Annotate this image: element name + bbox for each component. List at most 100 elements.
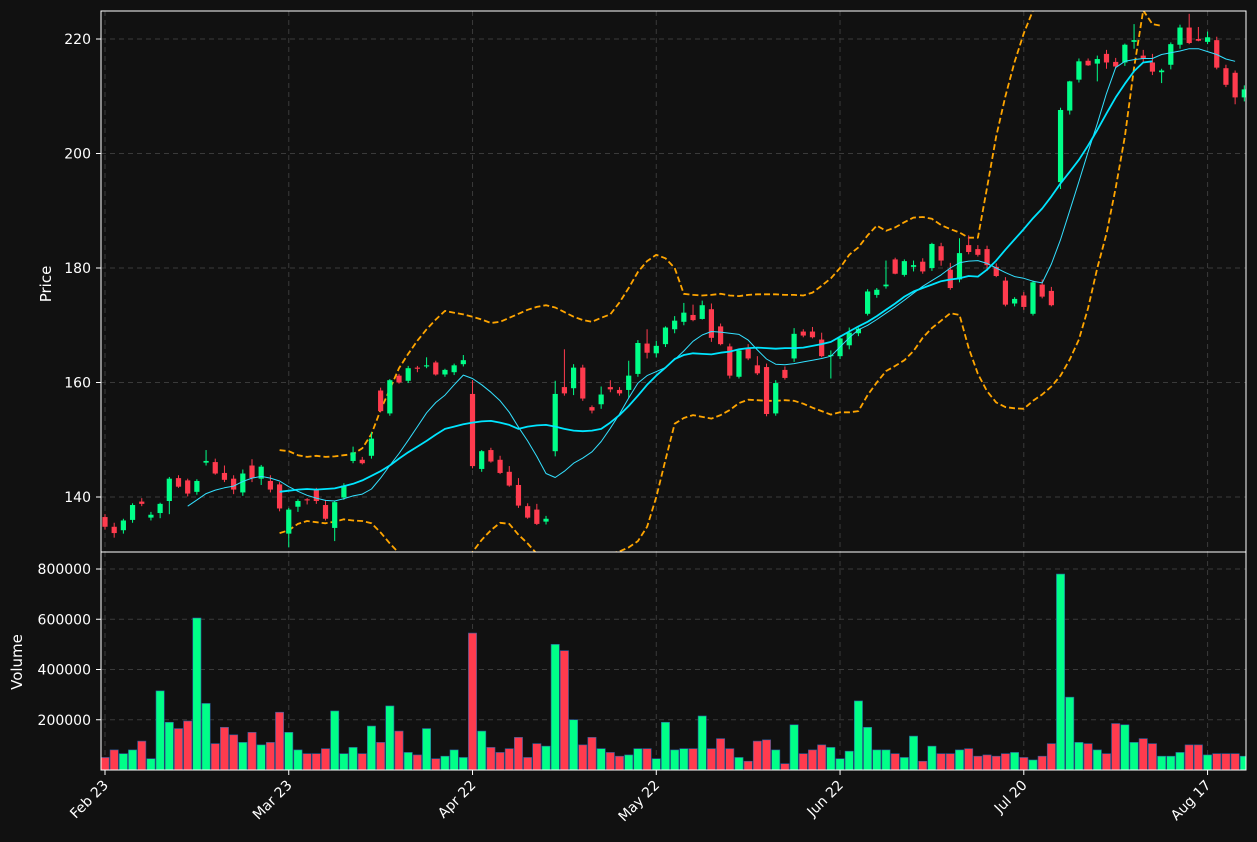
volume-bar	[945, 753, 955, 770]
volume-bar	[706, 748, 716, 770]
candle-body	[1057, 109, 1064, 183]
volume-bar	[596, 748, 606, 770]
volume-bar	[238, 742, 248, 770]
volume-bar	[578, 744, 588, 770]
volume-bar	[422, 728, 432, 770]
volume-bar	[725, 748, 735, 770]
volume-bar	[661, 721, 670, 770]
candle-body	[111, 526, 117, 534]
volume-bar	[174, 728, 183, 770]
volume-bar	[808, 749, 817, 770]
volume-frame	[100, 551, 1247, 771]
volume-tick-label: 200000	[38, 713, 91, 729]
volume-bar	[909, 735, 918, 770]
candle-body	[543, 518, 549, 522]
candle-body	[662, 327, 669, 345]
candle-body	[396, 375, 402, 383]
candle-body	[1131, 40, 1137, 42]
volume-bar	[780, 763, 790, 770]
candle-body	[194, 480, 200, 492]
candle-body	[1122, 44, 1128, 63]
volume-bar	[532, 743, 542, 770]
candle-body	[203, 460, 209, 463]
volume-bar	[523, 757, 533, 770]
candle-body	[1159, 70, 1165, 73]
candle-body	[139, 501, 145, 504]
candle-body	[433, 362, 439, 375]
volume-bar	[385, 705, 395, 770]
candle-body	[699, 305, 705, 319]
volume-bar	[624, 754, 634, 770]
volume-bar	[844, 750, 854, 770]
sma-slow-line	[279, 60, 1153, 493]
volume-bar	[936, 753, 946, 770]
volume-bar	[863, 726, 873, 770]
candle-body	[1085, 60, 1091, 66]
volume-bar	[734, 757, 744, 770]
candle-body	[956, 253, 963, 280]
volume-bar	[394, 730, 404, 770]
volume-bar	[1166, 755, 1176, 770]
volume-bar	[210, 743, 220, 770]
volume-bar	[817, 744, 827, 770]
candle-body	[920, 261, 926, 272]
volume-bar	[550, 644, 560, 770]
candle-body	[1030, 282, 1036, 314]
candle-body	[304, 499, 310, 501]
candle-body	[1241, 89, 1246, 98]
candle-body	[322, 505, 329, 519]
volume-bar	[229, 734, 239, 770]
candle-body	[745, 348, 751, 359]
volume-bar	[1138, 738, 1148, 770]
price-tick-label: 200	[64, 147, 91, 163]
volume-bar	[137, 740, 147, 770]
volume-tick-label: 600000	[38, 612, 91, 628]
volume-bar	[431, 758, 441, 770]
candle-body	[414, 367, 420, 369]
volume-bar	[1230, 753, 1240, 770]
price-tick-label: 220	[64, 32, 91, 48]
candle-body	[865, 291, 871, 314]
volume-bar	[1046, 743, 1056, 770]
candle-body	[874, 289, 880, 295]
volume-bar	[1184, 744, 1194, 770]
candle-body	[1076, 61, 1082, 80]
panel-frames	[100, 10, 1247, 771]
candle-body	[1039, 284, 1045, 297]
volume-bar	[982, 754, 992, 770]
price-panel: 140 160 180 200 220 Price	[37, 11, 1246, 552]
candle-body	[690, 314, 696, 321]
volume-bar	[1028, 759, 1038, 770]
volume-y-ticks: 200000 400000 600000 800000	[38, 562, 101, 729]
volume-bar	[633, 748, 643, 770]
candle-body	[185, 480, 191, 494]
candle-body	[212, 462, 218, 474]
volume-bar	[991, 755, 1001, 770]
candle-body	[1012, 298, 1018, 304]
candle-body	[240, 473, 246, 493]
volume-tick-label: 800000	[38, 562, 91, 578]
volume-bar	[762, 739, 771, 770]
volume-bar	[1111, 723, 1121, 770]
volume-bar	[559, 650, 569, 770]
candle-body	[479, 451, 485, 469]
candle-body	[488, 450, 494, 462]
candle-body	[727, 346, 733, 376]
volume-bar	[688, 748, 698, 770]
volume-bar	[890, 753, 900, 770]
candle-body	[938, 246, 944, 261]
price-axis-label: Price	[37, 266, 55, 303]
candle-body	[1195, 39, 1201, 41]
candle-body	[1232, 72, 1238, 98]
candle-body	[451, 365, 457, 373]
price-tick-label: 140	[64, 490, 91, 506]
candle-body	[754, 365, 760, 374]
candle-body	[892, 259, 898, 274]
volume-bar	[697, 715, 707, 770]
candle-body	[653, 345, 659, 354]
volume-bar	[955, 749, 964, 770]
candle-body	[855, 328, 862, 334]
candle-body	[800, 331, 806, 336]
volume-bar	[477, 730, 487, 770]
